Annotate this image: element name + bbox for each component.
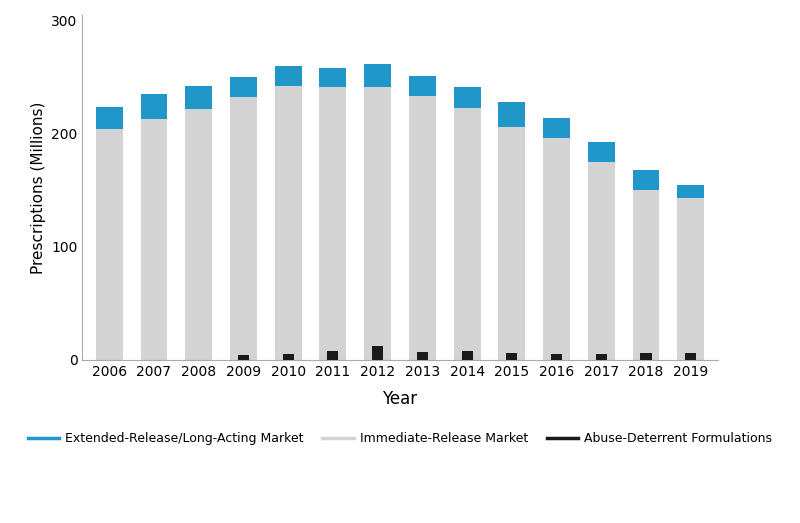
Bar [238,355,249,360]
Bar [364,87,391,360]
Bar [678,185,704,198]
Bar [641,353,652,360]
X-axis label: Year: Year [382,390,418,407]
Bar [506,353,518,360]
Bar [230,97,257,360]
Bar [409,96,436,360]
Bar [372,346,383,360]
Bar [274,86,302,360]
Bar [274,66,302,86]
Bar [141,94,167,119]
Bar [498,102,526,127]
Bar [596,354,607,360]
Bar [633,190,659,360]
Bar [454,87,481,108]
Bar [454,108,481,360]
Bar [364,64,391,87]
Bar [588,142,614,162]
Bar [417,352,428,360]
Bar [409,76,436,96]
Bar [282,354,294,360]
Bar [319,68,346,87]
Bar [543,138,570,360]
Bar [633,170,659,190]
Bar [186,86,212,109]
Bar [678,198,704,360]
Bar [141,119,167,360]
Bar [685,353,696,360]
Legend: Extended-Release/Long-Acting Market, Immediate-Release Market, Abuse-Deterrent F: Extended-Release/Long-Acting Market, Imm… [22,427,778,450]
Bar [186,109,212,360]
Bar [462,350,473,360]
Bar [327,350,338,360]
Bar [230,77,257,97]
Bar [319,87,346,360]
Bar [498,127,526,360]
Bar [96,129,122,360]
Bar [96,107,122,129]
Bar [588,162,614,360]
Y-axis label: Prescriptions (Millions): Prescriptions (Millions) [30,101,46,274]
Bar [543,118,570,138]
Bar [551,354,562,360]
